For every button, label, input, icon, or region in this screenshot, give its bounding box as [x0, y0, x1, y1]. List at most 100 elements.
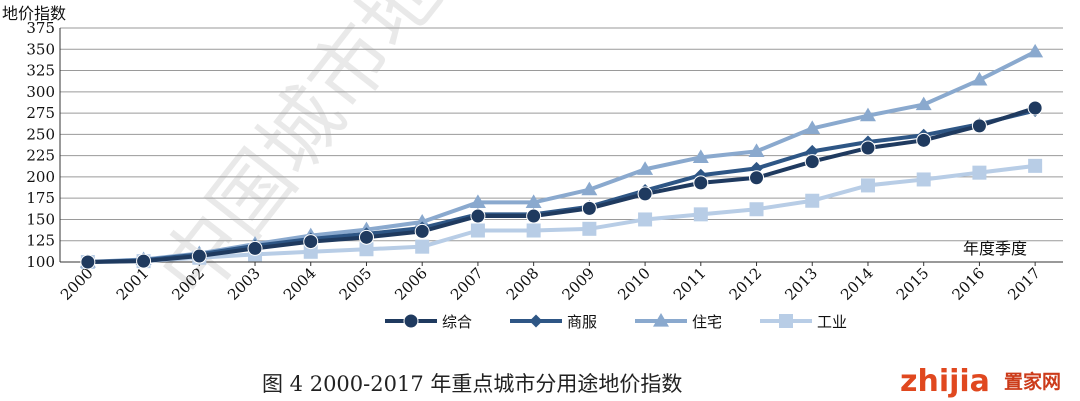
data-point	[581, 200, 597, 216]
legend-item: 住宅	[635, 313, 722, 331]
data-point	[805, 193, 820, 208]
data-point	[916, 172, 931, 187]
data-point	[470, 223, 485, 238]
data-point	[80, 254, 96, 270]
legend-swatch-marker	[403, 313, 419, 329]
data-point	[748, 143, 765, 157]
data-point	[469, 194, 486, 209]
x-tick-label: 2015	[893, 264, 933, 304]
y-tick-label: 300	[26, 83, 55, 101]
data-point	[638, 212, 653, 227]
y-axis-title: 地价指数	[2, 4, 66, 23]
watermark-stamp: 中国城市地价监测	[142, 0, 609, 317]
y-tick-label: 200	[26, 168, 55, 186]
x-axis-title: 年度季度	[963, 239, 1027, 258]
legend-swatch-marker	[653, 313, 669, 327]
data-point	[359, 242, 374, 257]
y-axis-ticks: 100 125 150 175 200 225 250 275 300 325 350 375	[26, 19, 55, 271]
data-point	[303, 234, 319, 250]
data-point	[972, 165, 987, 180]
legend-item: 综合	[385, 313, 472, 331]
data-point	[859, 107, 876, 122]
x-tick-label: 2006	[391, 264, 431, 304]
data-point	[804, 120, 821, 135]
data-point	[749, 202, 764, 217]
y-tick-label: 100	[26, 253, 55, 271]
data-point	[860, 178, 875, 193]
legend-swatch-marker	[529, 314, 543, 328]
data-point	[804, 154, 820, 170]
y-tick-label: 350	[26, 40, 55, 58]
series-line	[85, 163, 1038, 264]
data-point	[136, 253, 152, 269]
x-tick-label: 2012	[726, 264, 766, 304]
x-tick-label: 2008	[503, 264, 543, 304]
data-point	[526, 208, 542, 224]
zhijia-logo: zhijia 置家网	[900, 358, 1080, 399]
data-point	[414, 223, 430, 239]
x-tick-label: 2013	[781, 264, 821, 304]
x-tick-label: 2011	[670, 264, 710, 304]
series-line	[85, 105, 1038, 264]
watermark-stamp-text: 中国城市地价监测	[142, 0, 609, 317]
y-tick-label: 375	[26, 19, 55, 37]
x-tick-label: 2016	[949, 264, 989, 304]
data-point	[693, 207, 708, 222]
data-point	[247, 240, 263, 256]
data-point	[1028, 158, 1043, 173]
data-point	[971, 71, 988, 86]
x-tick-label: 2004	[280, 264, 320, 304]
series-circle	[80, 100, 1043, 270]
legend-label: 商服	[567, 313, 597, 331]
data-point	[637, 186, 653, 202]
y-tick-label: 125	[26, 232, 55, 250]
data-point	[582, 221, 597, 236]
data-point	[860, 140, 876, 156]
logo-suffix: 置家网	[1004, 370, 1061, 393]
legend-label: 工业	[817, 313, 847, 331]
data-point	[1027, 100, 1043, 116]
data-point	[526, 223, 541, 238]
data-point	[414, 214, 431, 228]
figure-caption: 图 4 2000-2017 年重点城市分用途地价指数	[262, 372, 682, 396]
data-point	[693, 175, 709, 191]
chart-gridlines	[60, 27, 1063, 263]
x-tick-label: 2010	[614, 264, 654, 304]
data-point	[191, 248, 207, 264]
data-point	[470, 208, 486, 224]
legend-label: 住宅	[692, 313, 722, 331]
x-tick-label: 2001	[113, 264, 153, 304]
legend-item: 工业	[760, 313, 847, 331]
legend-item: 商服	[510, 313, 597, 331]
data-point	[971, 118, 987, 134]
data-point	[415, 239, 430, 254]
x-tick-label: 2000	[57, 264, 97, 304]
y-tick-label: 175	[26, 189, 55, 207]
data-point	[358, 229, 374, 245]
data-point	[749, 170, 765, 186]
legend-label: 综合	[442, 313, 472, 331]
y-tick-label: 225	[26, 147, 55, 165]
data-point	[915, 96, 932, 111]
data-point	[916, 132, 932, 148]
data-point	[581, 181, 598, 196]
y-tick-label: 275	[26, 104, 55, 122]
x-tick-label: 2017	[1004, 264, 1044, 304]
x-tick-label: 2007	[447, 264, 487, 304]
data-point	[805, 144, 819, 158]
chart-legend: 综合 商服 住宅 工业	[385, 313, 847, 331]
y-tick-label: 325	[26, 62, 55, 80]
y-tick-label: 150	[26, 210, 55, 228]
y-tick-label: 250	[26, 125, 55, 143]
x-tick-label: 2014	[837, 264, 877, 304]
x-tick-label: 2009	[558, 264, 598, 304]
legend-swatch-marker	[779, 314, 793, 328]
logo-text: zhijia	[900, 364, 990, 399]
data-point	[1027, 43, 1044, 58]
chart-axes	[59, 28, 1063, 263]
data-point	[637, 161, 654, 175]
data-point	[303, 244, 318, 259]
x-tick-label: 2005	[336, 264, 376, 304]
chart-series	[79, 43, 1044, 270]
